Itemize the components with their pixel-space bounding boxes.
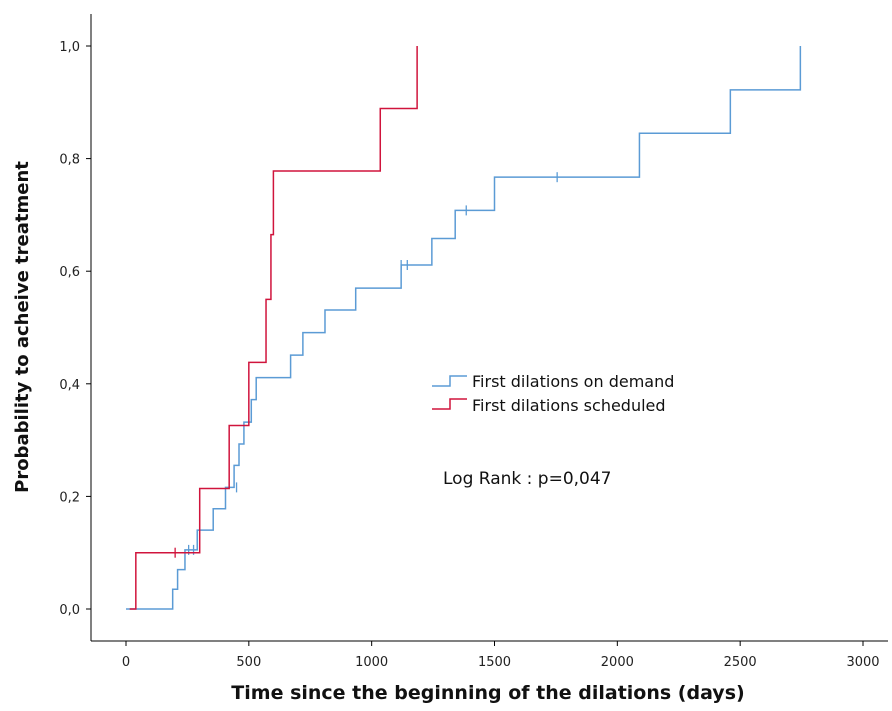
y-tick-label: 0,2 [59,490,80,505]
legend-label-scheduled: First dilations scheduled [472,396,666,415]
x-tick-label: 3000 [846,655,879,670]
series-line-on-demand [126,46,802,610]
legend-entry-on-demand: First dilations on demand [432,372,674,391]
legend: First dilations on demand First dilation… [432,372,674,415]
log-rank-annotation: Log Rank : p=0,047 [443,469,611,489]
plot-axes [90,14,888,642]
y-axis-title: Probability to acheive treatment [12,161,33,493]
legend-label-on-demand: First dilations on demand [472,372,674,391]
x-tick-label: 0 [122,655,130,670]
series-line-scheduled [129,46,418,610]
x-tick-label: 1000 [355,655,388,670]
x-ticks: 0 500 1000 1500 2000 2500 3000 [122,641,880,670]
y-tick-label: 1,0 [59,40,80,55]
legend-swatch-on-demand [432,375,467,387]
x-tick-label: 2500 [724,655,757,670]
y-tick-label: 0,6 [59,265,80,280]
y-tick-label: 0,0 [59,603,80,618]
legend-entry-scheduled: First dilations scheduled [432,396,666,415]
x-tick-label: 1500 [478,655,511,670]
y-tick-label: 0,4 [59,378,80,393]
x-tick-label: 2000 [601,655,634,670]
x-axis-title: Time since the beginning of the dilation… [231,682,744,704]
series-layer [126,46,802,610]
x-tick-label: 500 [236,655,261,670]
legend-swatch-scheduled [432,398,467,410]
y-tick-label: 0,8 [59,153,80,168]
y-ticks: 0,0 0,2 0,4 0,6 0,8 1,0 [59,40,91,618]
